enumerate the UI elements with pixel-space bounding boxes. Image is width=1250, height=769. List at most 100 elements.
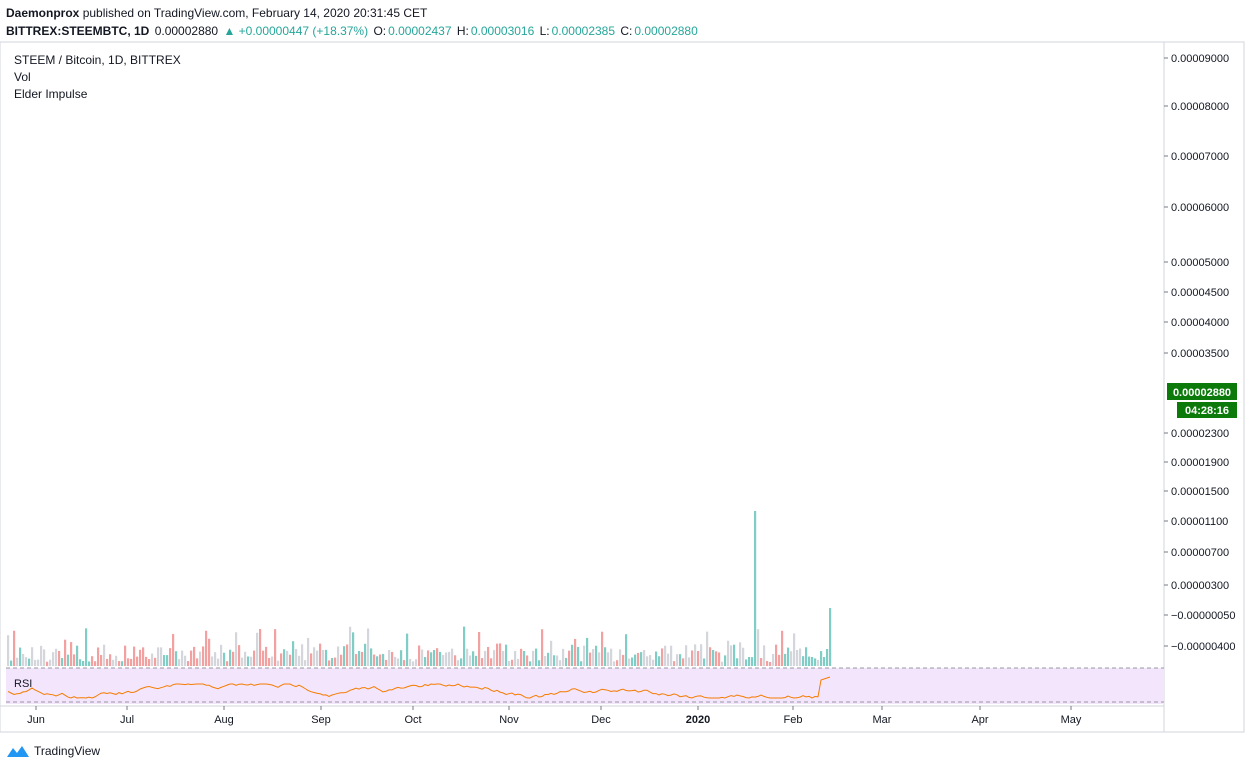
- volume-bar: [691, 650, 694, 666]
- volume-bar: [640, 652, 643, 666]
- open-value: 0.00002437: [388, 24, 452, 38]
- price-axis-label: 0.00001100: [1171, 516, 1228, 528]
- volume-bar: [433, 650, 436, 666]
- volume-bar: [118, 661, 121, 666]
- volume-bar: [241, 657, 244, 666]
- volume-bar: [190, 650, 193, 666]
- symbol-label: BITTREX:STEEMBTC, 1D: [6, 24, 150, 38]
- volume-bar: [307, 637, 310, 666]
- volume-bar: [286, 650, 289, 666]
- time-axis-label: 2020: [686, 714, 710, 726]
- volume-bar: [292, 641, 295, 666]
- volume-bar: [115, 655, 118, 666]
- volume-bar: [361, 651, 364, 666]
- volume-bar: [322, 649, 325, 666]
- volume-bar: [580, 661, 583, 666]
- volume-bar: [724, 655, 727, 666]
- volume-bar: [556, 655, 559, 666]
- volume-bar: [721, 661, 724, 666]
- time-axis-label: Mar: [873, 714, 892, 726]
- volume-bar: [316, 650, 319, 666]
- volume-bar: [613, 661, 616, 666]
- volume-bar: [88, 661, 91, 666]
- volume-bar: [667, 653, 670, 666]
- chart-frame: [0, 41, 1245, 733]
- countdown-badge: [1177, 402, 1237, 418]
- volume-bar: [70, 642, 73, 666]
- last-price-badge: [1167, 383, 1237, 400]
- volume-bar: [625, 634, 628, 666]
- volume-bar: [124, 645, 127, 666]
- volume-bar: [739, 642, 742, 666]
- volume-bar: [385, 659, 388, 666]
- volume-bar: [214, 652, 217, 666]
- volume-bar: [574, 638, 577, 666]
- legend-title: STEEM / Bitcoin, 1D, BITTREX: [14, 53, 181, 67]
- volume-bar: [709, 647, 712, 666]
- volume-bar: [175, 651, 178, 666]
- volume-bar: [310, 653, 313, 666]
- volume-bar: [448, 651, 451, 666]
- volume-bar: [298, 655, 301, 666]
- author-name[interactable]: Daemonprox: [6, 6, 80, 20]
- price-axis-label: 0.00000300: [1171, 580, 1229, 592]
- volume-bar: [13, 630, 16, 666]
- volume-bar: [28, 658, 31, 666]
- volume-bar: [571, 644, 574, 666]
- volume-bar: [247, 656, 250, 666]
- volume-bar: [706, 631, 709, 666]
- volume-bar: [436, 648, 439, 666]
- volume-bar: [319, 643, 322, 666]
- volume-bar: [619, 649, 622, 666]
- volume-bar: [202, 646, 205, 666]
- volume-bar: [130, 658, 133, 666]
- volume-bar: [127, 658, 130, 666]
- volume-bar: [601, 631, 604, 666]
- volume-bar: [217, 658, 220, 666]
- volume-bar: [562, 648, 565, 666]
- tradingview-logo-icon: [7, 746, 29, 757]
- price-axis-label: 0.00003500: [1171, 348, 1229, 360]
- volume-bar: [496, 643, 499, 666]
- volume-bar: [541, 629, 544, 666]
- volume-bar: [91, 656, 94, 666]
- legend-elder-impulse[interactable]: Elder Impulse: [14, 87, 88, 101]
- price-axis-label: 0.00001900: [1171, 457, 1229, 469]
- volume-bar: [451, 648, 454, 666]
- volume-bar: [370, 648, 373, 666]
- volume-bar: [79, 659, 82, 666]
- volume-bar: [757, 629, 760, 666]
- volume-bar: [679, 654, 682, 666]
- price-axis-label: 0.00007000: [1171, 151, 1229, 163]
- volume-bar: [232, 651, 235, 666]
- volume-bar: [43, 649, 46, 666]
- price-axis-label: 0.00000700: [1171, 547, 1229, 559]
- volume-bar: [379, 654, 382, 666]
- price-chart[interactable]: 0008095)0005582)0004712)0004029)0003549)…: [0, 0, 1250, 740]
- volume-bar: [223, 652, 226, 666]
- volume-bar: [106, 658, 109, 666]
- chart-header: Daemonprox published on TradingView.com,…: [6, 4, 700, 40]
- volume-bar: [598, 652, 601, 666]
- volume-bar: [658, 656, 661, 666]
- volume-bar: [412, 661, 415, 666]
- volume-bar: [637, 652, 640, 666]
- volume-bar: [523, 651, 526, 666]
- volume-bar: [781, 630, 784, 666]
- volume-bar: [577, 646, 580, 666]
- legend-volume[interactable]: Vol: [14, 70, 31, 84]
- volume-bar: [592, 649, 595, 666]
- volume-bar: [520, 648, 523, 666]
- volume-bar: [439, 651, 442, 666]
- high-label: H:: [456, 24, 469, 38]
- volume-bar: [100, 655, 103, 666]
- volume-bar: [778, 654, 781, 666]
- time-axis-label: Jul: [120, 714, 134, 726]
- volume-bar: [169, 648, 172, 666]
- volume-bar: [382, 654, 385, 666]
- volume-bar: [802, 656, 805, 666]
- volume-bar: [265, 646, 268, 666]
- volume-bar: [109, 654, 112, 666]
- price-axis-label: 0.00008000: [1171, 101, 1229, 113]
- volume-bar: [121, 661, 124, 666]
